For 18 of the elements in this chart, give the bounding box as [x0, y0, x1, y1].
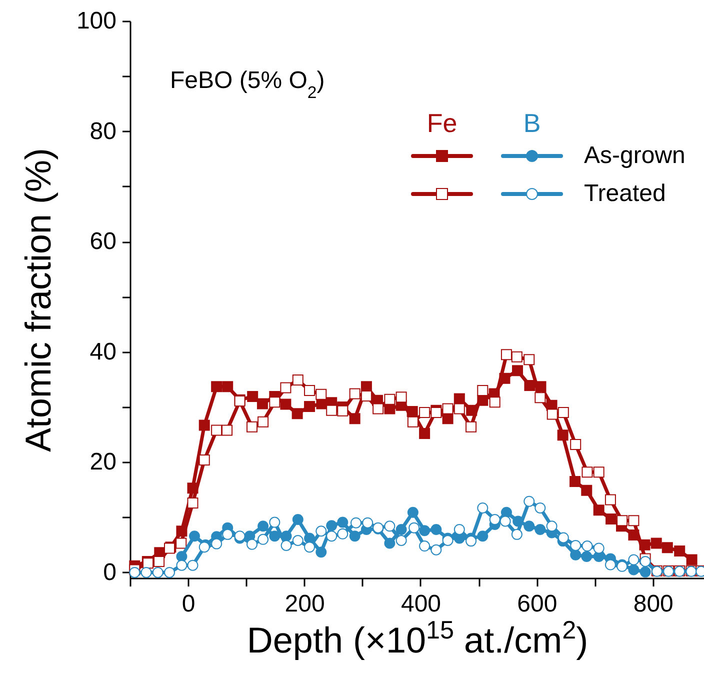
y-tick-label: 100	[76, 8, 116, 34]
y-tick-label: 60	[90, 228, 116, 256]
annotation: As-grown	[584, 142, 686, 169]
y-tick-label: 40	[90, 338, 116, 366]
annotation: Fe	[426, 108, 458, 138]
x-tick-label: 600	[517, 590, 558, 618]
x-tick-label: 200	[284, 590, 325, 618]
x-tick-label: 800	[633, 590, 674, 618]
y-tick-label: 20	[90, 448, 116, 476]
y-tick-label: 80	[90, 118, 116, 145]
x-tick-label: 0	[182, 590, 196, 618]
annotation: B	[523, 108, 541, 138]
annotation: Treated	[584, 180, 666, 207]
y-tick-label: 0	[103, 558, 116, 586]
annotation: FeBO (5% O$_{2}$)	[170, 67, 325, 102]
x-axis-title: Depth (×10$^{15}$ at./cm$^{2}$)	[246, 616, 588, 660]
x-tick-label: 400	[400, 590, 442, 618]
y-axis-title: Atomic fraction (%)	[17, 148, 58, 452]
